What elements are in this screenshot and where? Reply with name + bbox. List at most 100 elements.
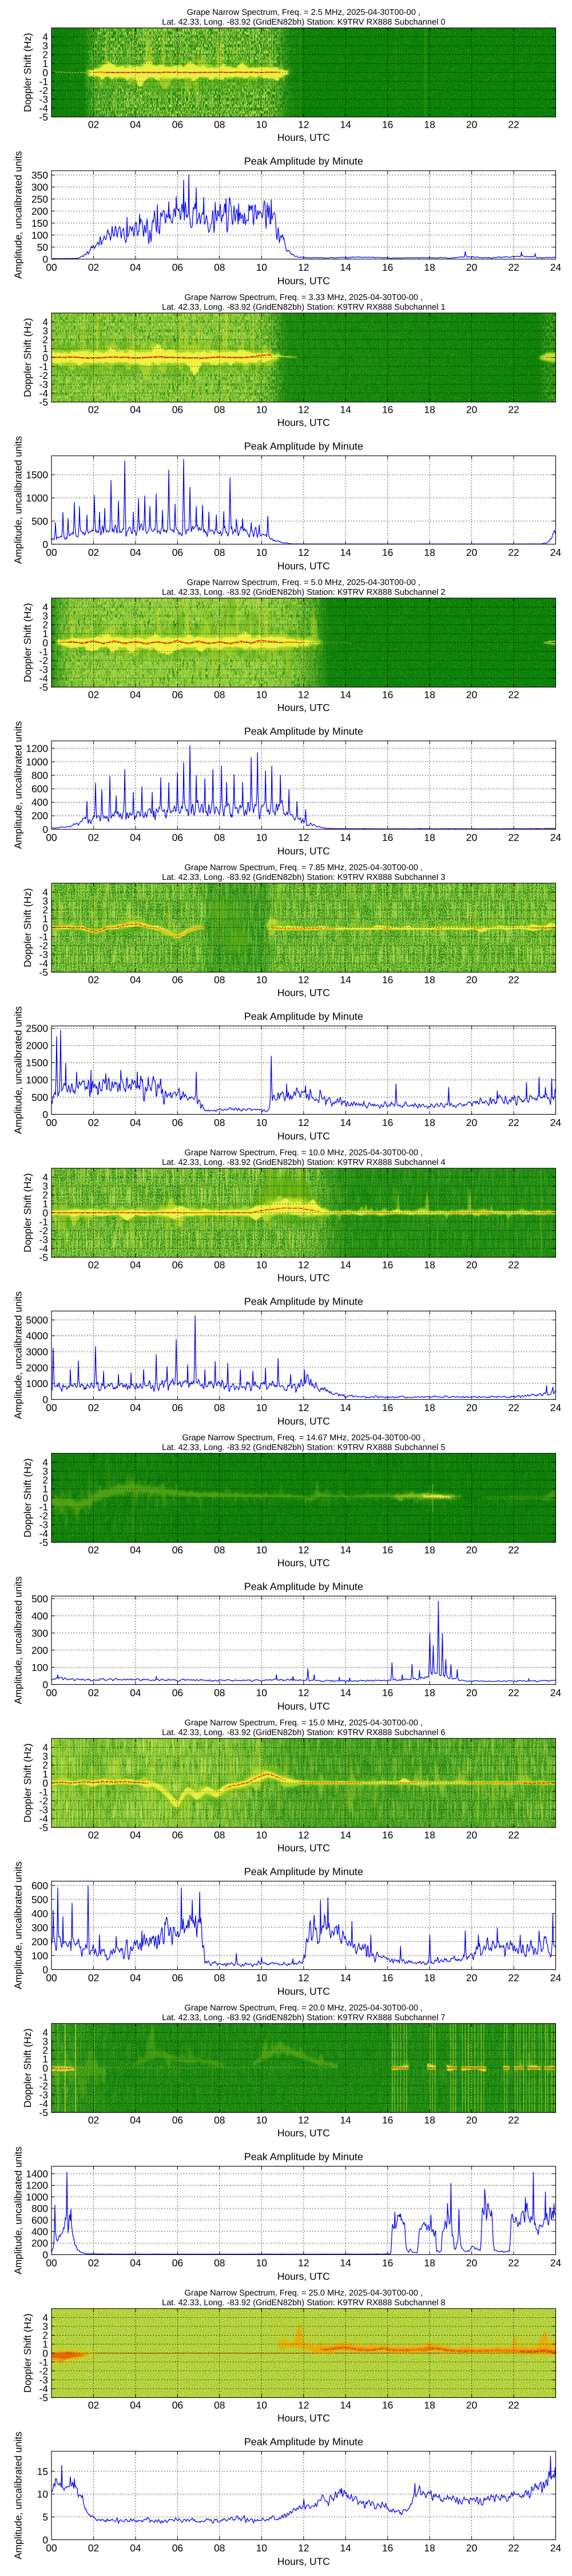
svg-text:600: 600 <box>31 783 48 795</box>
svg-text:02: 02 <box>88 119 99 131</box>
svg-text:08: 08 <box>214 1972 225 1984</box>
svg-text:22: 22 <box>508 2400 519 2411</box>
svg-text:06: 06 <box>172 2400 183 2411</box>
svg-text:04: 04 <box>130 1402 141 1413</box>
svg-text:100: 100 <box>31 230 48 241</box>
svg-text:06: 06 <box>172 1402 183 1413</box>
svg-text:2: 2 <box>42 619 48 631</box>
svg-text:06: 06 <box>172 2257 183 2269</box>
svg-text:12: 12 <box>298 1117 309 1128</box>
svg-text:04: 04 <box>130 2542 141 2554</box>
svg-text:02: 02 <box>88 404 99 416</box>
svg-text:10: 10 <box>256 832 267 843</box>
svg-text:Hours, UTC: Hours, UTC <box>277 2555 330 2567</box>
svg-text:Hours, UTC: Hours, UTC <box>277 417 330 428</box>
svg-text:24: 24 <box>550 832 562 843</box>
svg-text:Lat. 42.33, Long. -83.92 (Gri: Lat. 42.33, Long. -83.92 (GridEN82bh) St… <box>162 2013 445 2022</box>
svg-text:16: 16 <box>382 2115 393 2126</box>
svg-text:0: 0 <box>42 2063 48 2074</box>
svg-text:08: 08 <box>214 2400 225 2411</box>
svg-text:14: 14 <box>340 1259 352 1271</box>
svg-text:4: 4 <box>42 1742 48 1753</box>
svg-text:22: 22 <box>508 404 519 416</box>
svg-text:06: 06 <box>172 1544 183 1556</box>
svg-text:-2: -2 <box>39 655 48 666</box>
svg-text:0: 0 <box>42 922 48 934</box>
svg-text:10: 10 <box>256 404 267 416</box>
svg-text:08: 08 <box>214 404 225 416</box>
svg-text:02: 02 <box>88 1544 99 1556</box>
svg-text:Amplitude, uncalibrated units: Amplitude, uncalibrated units <box>13 2431 24 2559</box>
svg-text:-4: -4 <box>39 958 49 969</box>
svg-text:400: 400 <box>31 2226 48 2237</box>
svg-text:22: 22 <box>508 832 519 843</box>
svg-text:18: 18 <box>424 119 435 131</box>
svg-text:20: 20 <box>466 2257 477 2269</box>
svg-text:02: 02 <box>88 2257 99 2269</box>
svg-text:20: 20 <box>466 119 477 131</box>
svg-text:3: 3 <box>42 1180 48 1192</box>
svg-text:4: 4 <box>42 2312 48 2324</box>
svg-text:14: 14 <box>340 832 352 843</box>
svg-text:12: 12 <box>298 2257 309 2269</box>
svg-text:-4: -4 <box>39 1813 49 1824</box>
svg-text:Peak Amplitude by Minute: Peak Amplitude by Minute <box>244 441 363 452</box>
svg-text:1: 1 <box>42 58 48 69</box>
svg-text:100: 100 <box>31 1662 48 1673</box>
svg-text:18: 18 <box>424 1402 435 1413</box>
svg-text:22: 22 <box>508 1687 519 1698</box>
svg-text:1200: 1200 <box>26 742 48 754</box>
svg-text:10: 10 <box>256 2257 267 2269</box>
svg-text:24: 24 <box>550 2257 562 2269</box>
svg-text:06: 06 <box>172 404 183 416</box>
svg-text:06: 06 <box>172 832 183 843</box>
svg-text:10: 10 <box>256 262 267 273</box>
svg-text:20: 20 <box>466 1687 477 1698</box>
svg-text:-3: -3 <box>39 2374 48 2385</box>
svg-text:2: 2 <box>42 1760 48 1771</box>
svg-text:0: 0 <box>42 352 48 364</box>
svg-text:20: 20 <box>466 2400 477 2411</box>
svg-text:-4: -4 <box>39 388 49 399</box>
svg-text:02: 02 <box>88 689 99 701</box>
svg-text:250: 250 <box>31 193 48 205</box>
svg-text:Grape Narrow Spectrum, Freq. =: Grape Narrow Spectrum, Freq. = 5.0 MHz, … <box>187 578 420 587</box>
svg-text:1000: 1000 <box>26 756 48 768</box>
svg-text:-1: -1 <box>39 361 48 372</box>
svg-text:2: 2 <box>42 334 48 346</box>
svg-text:04: 04 <box>130 1972 141 1984</box>
svg-text:22: 22 <box>508 1544 519 1556</box>
svg-text:5: 5 <box>42 2511 48 2523</box>
svg-text:22: 22 <box>508 262 519 273</box>
svg-text:14: 14 <box>340 689 352 701</box>
svg-text:12: 12 <box>298 1830 309 1841</box>
svg-text:00: 00 <box>46 1972 57 1984</box>
svg-text:10: 10 <box>256 1830 267 1841</box>
svg-text:02: 02 <box>88 2115 99 2126</box>
svg-text:3: 3 <box>42 40 48 52</box>
svg-text:22: 22 <box>508 119 519 131</box>
svg-text:Doppler Shift (Hz): Doppler Shift (Hz) <box>22 603 33 682</box>
svg-text:0: 0 <box>42 1109 48 1120</box>
svg-text:12: 12 <box>298 974 309 986</box>
svg-text:-2: -2 <box>39 2080 48 2092</box>
svg-text:08: 08 <box>214 974 225 986</box>
svg-text:22: 22 <box>508 1259 519 1271</box>
svg-text:-3: -3 <box>39 1234 48 1245</box>
svg-text:08: 08 <box>214 1830 225 1841</box>
svg-text:14: 14 <box>340 1117 352 1128</box>
svg-text:-2: -2 <box>39 370 48 381</box>
svg-text:08: 08 <box>214 1402 225 1413</box>
svg-text:-1: -1 <box>39 76 48 87</box>
svg-text:22: 22 <box>508 547 519 558</box>
svg-text:16: 16 <box>382 1544 393 1556</box>
svg-text:14: 14 <box>340 2400 352 2411</box>
svg-text:22: 22 <box>508 2115 519 2126</box>
svg-text:Grape Narrow Spectrum, Freq. =: Grape Narrow Spectrum, Freq. = 7.85 MHz,… <box>185 863 423 872</box>
svg-text:Amplitude, uncalibrated units: Amplitude, uncalibrated units <box>13 436 24 564</box>
svg-text:500: 500 <box>31 1593 48 1605</box>
svg-text:Hours, UTC: Hours, UTC <box>277 702 330 713</box>
svg-text:06: 06 <box>172 689 183 701</box>
svg-text:-3: -3 <box>39 663 48 675</box>
svg-text:18: 18 <box>424 547 435 558</box>
